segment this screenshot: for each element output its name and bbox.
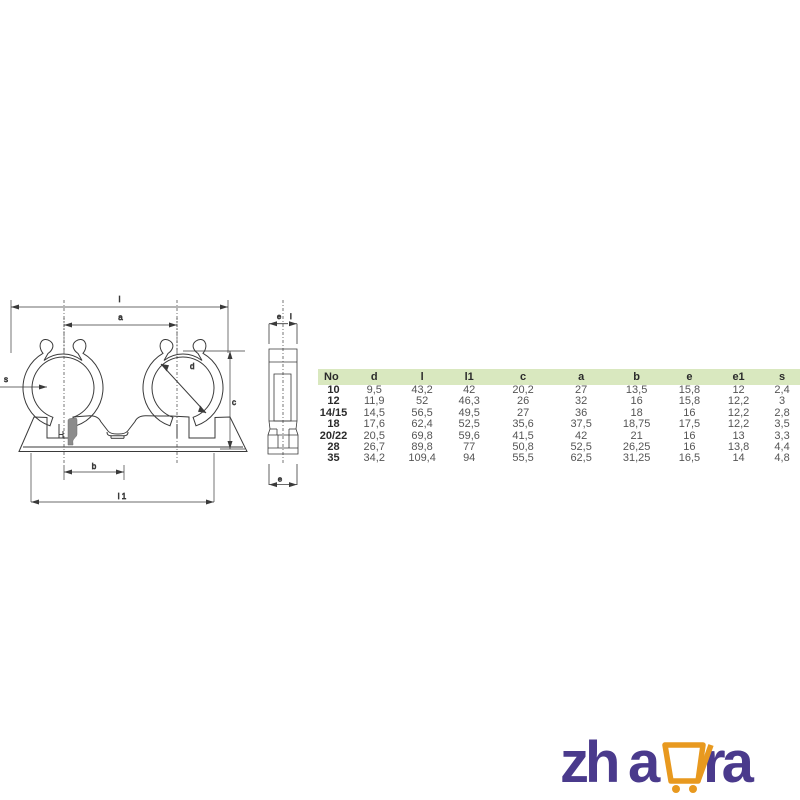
svg-text:l: l — [119, 295, 121, 304]
svg-text:s: s — [4, 375, 8, 384]
svg-text:l: l — [290, 312, 292, 321]
svg-text:a: a — [628, 730, 661, 794]
svg-text:e: e — [278, 475, 282, 484]
svg-text:a: a — [118, 313, 123, 322]
svg-text:c: c — [232, 398, 236, 407]
svg-text:d: d — [190, 362, 194, 371]
svg-text:ra: ra — [703, 730, 755, 794]
svg-text:zh: zh — [560, 730, 617, 794]
svg-text:e: e — [277, 312, 281, 321]
svg-text:l 1: l 1 — [118, 492, 127, 501]
svg-text:b: b — [92, 462, 97, 471]
